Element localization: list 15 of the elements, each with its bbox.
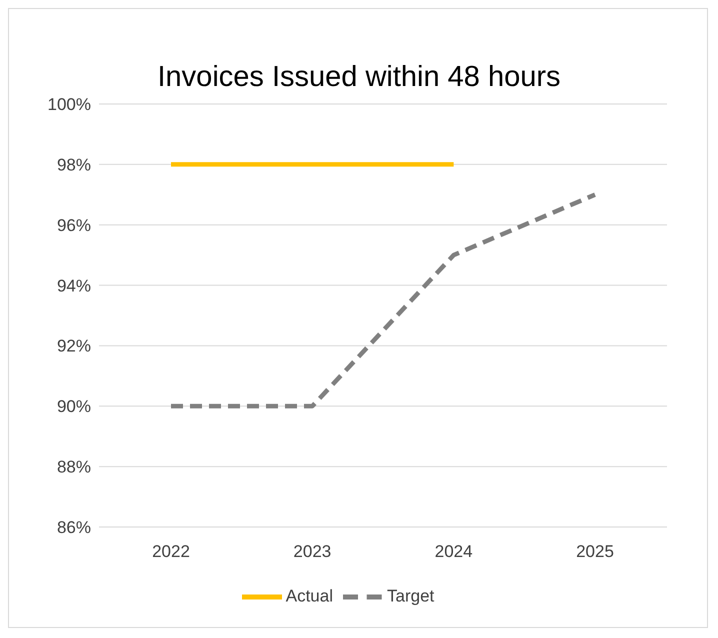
legend-label: Actual: [286, 586, 333, 606]
y-tick-label: 94%: [56, 276, 91, 296]
y-tick-label: 98%: [56, 155, 91, 174]
legend-label: Target: [387, 586, 434, 606]
y-tick-label: 92%: [56, 336, 91, 356]
y-tick-label: 100%: [48, 95, 91, 114]
x-tick-label: 2023: [293, 542, 332, 562]
x-tick-label: 2022: [152, 542, 190, 562]
y-tick-label: 88%: [56, 458, 91, 477]
chart-title: Invoices Issued within 48 hours: [156, 61, 562, 94]
x-tick-label: 2024: [434, 542, 473, 562]
x-tick-label: 2025: [576, 542, 614, 562]
y-tick-label: 90%: [56, 397, 91, 416]
y-tick-label: 86%: [56, 518, 91, 538]
y-tick-label: 96%: [56, 216, 91, 235]
